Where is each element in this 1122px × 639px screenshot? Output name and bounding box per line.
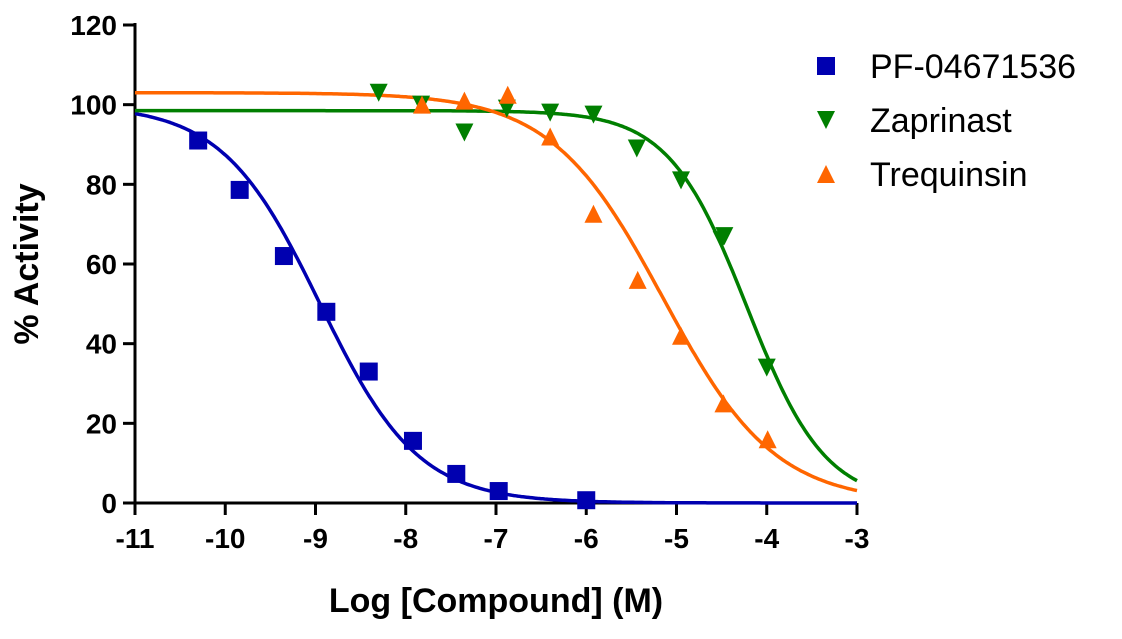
legend-marker — [817, 111, 835, 129]
data-point — [317, 302, 336, 321]
x-tick-label: -5 — [664, 523, 689, 554]
y-axis-label: % Activity — [8, 183, 46, 344]
data-point — [189, 131, 208, 150]
data-point — [489, 482, 508, 501]
data-point — [584, 105, 603, 124]
x-axis-label: Log [Compound] (M) — [329, 582, 663, 620]
y-tick-label: 40 — [86, 329, 117, 360]
fit-curve-trequinsin — [134, 90, 858, 493]
legend-marker — [817, 165, 835, 183]
x-tick-label: -6 — [574, 523, 599, 554]
data-point — [455, 123, 474, 142]
data-point — [715, 227, 734, 246]
x-tick-label: -7 — [484, 523, 509, 554]
data-point — [584, 204, 603, 223]
y-tick-label: 80 — [86, 169, 117, 200]
data-point — [758, 430, 777, 449]
fit-curve-zaprinast — [135, 108, 858, 483]
y-tick-label: 60 — [86, 249, 117, 280]
data-point — [447, 464, 466, 483]
data-point — [230, 180, 249, 199]
data-point — [628, 270, 647, 289]
x-tick-label: -10 — [205, 523, 245, 554]
data-point — [577, 491, 596, 510]
data-point — [498, 85, 517, 104]
y-tick-label: 120 — [70, 10, 117, 41]
y-tick-label: 20 — [86, 408, 117, 439]
legend-label: Trequinsin — [870, 156, 1027, 194]
data-point — [455, 91, 474, 110]
data-point — [403, 431, 422, 450]
y-tick-label: 100 — [70, 90, 117, 121]
data-point — [672, 326, 691, 345]
x-tick-label: -3 — [845, 523, 870, 554]
legend-marker — [817, 57, 835, 75]
x-tick-label: -8 — [393, 523, 418, 554]
data-point — [412, 95, 431, 114]
data-point — [359, 362, 378, 381]
data-point — [757, 358, 776, 377]
data-point — [497, 99, 516, 118]
data-point — [541, 127, 560, 146]
legend-label: Zaprinast — [870, 102, 1012, 140]
data-point — [541, 103, 560, 122]
x-tick-label: -9 — [303, 523, 328, 554]
data-point — [672, 171, 691, 190]
legend-label: PF-04671536 — [870, 48, 1076, 86]
data-point — [627, 139, 646, 158]
y-tick-label: 0 — [101, 488, 117, 519]
x-tick-label: -11 — [116, 523, 155, 554]
data-point — [274, 247, 293, 266]
data-point — [369, 83, 388, 102]
x-tick-label: -4 — [754, 523, 779, 554]
data-point — [714, 394, 733, 413]
legend: PF-04671536 Zaprinast Trequinsin — [817, 48, 1076, 194]
